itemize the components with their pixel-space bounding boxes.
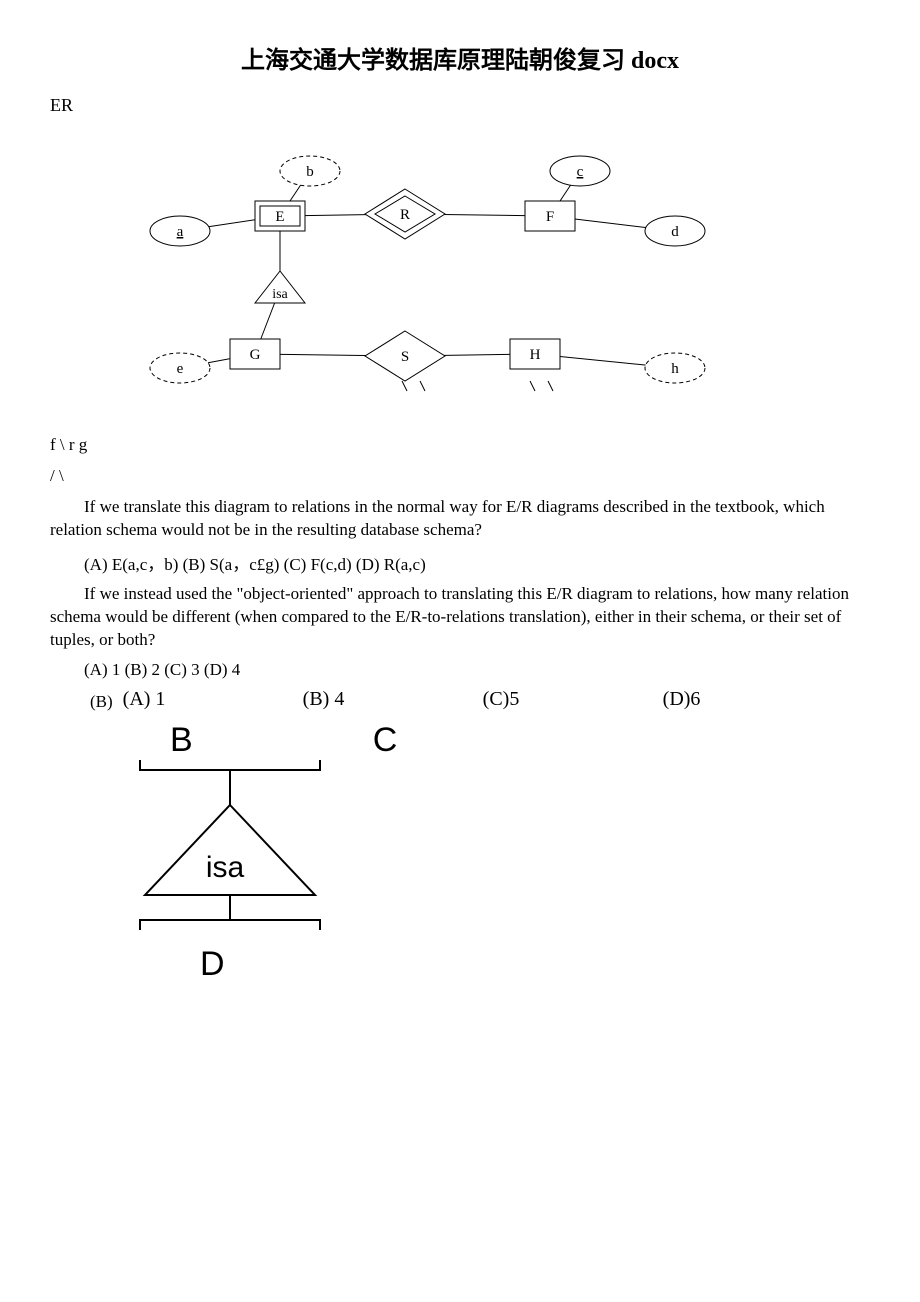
svg-text:a: a [177,224,184,240]
svg-text:H: H [530,347,541,363]
svg-text:isa: isa [206,851,245,884]
q1-choices: (A) E(a,c，b) (B) S(a，c£g) (C) F(c,d) (D)… [84,550,870,575]
question-2: If we instead used the "object-oriented"… [50,583,870,652]
frg-text: f \ r g [50,434,870,457]
opt-b: (B) 4 [303,688,473,711]
opt-c: (C)5 [483,688,653,711]
svg-text:F: F [546,209,554,225]
slash-text: / \ [50,465,870,488]
question-1: If we translate this diagram to relation… [50,496,870,542]
svg-text:E: E [275,209,284,225]
svg-text:b: b [306,164,314,180]
er-label: ER [50,95,870,116]
svg-text:isa: isa [272,287,288,302]
svg-text:d: d [671,224,679,240]
opt-d: (D)6 [663,688,833,711]
svg-text:S: S [401,349,409,365]
svg-text:c: c [577,164,584,180]
label-c: C [373,721,398,760]
isa-small-diagram: isa [110,750,370,945]
svg-text:e: e [177,361,184,377]
choice-row: (B) (A) 1 (B) 4 (C)5 (D)6 [90,688,870,711]
svg-text:h: h [671,361,679,377]
label-d: D [200,945,870,984]
opt-a: (A) 1 [123,688,293,711]
row-lead: (B) [90,692,113,712]
er-diagram: a b c d e h E F G H R Sisa [90,131,730,401]
svg-text:G: G [250,347,261,363]
svg-text:R: R [400,207,410,223]
q2-choices: (A) 1 (B) 2 (C) 3 (D) 4 [84,660,870,680]
page-title: 上海交通大学数据库原理陆朝俊复习 docx [50,40,870,75]
